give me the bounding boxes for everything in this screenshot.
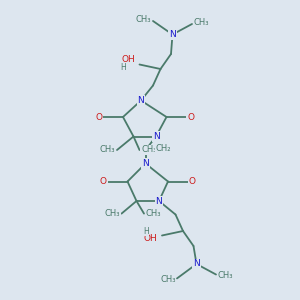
Text: H: H (143, 226, 148, 236)
Text: N: N (138, 96, 144, 105)
Text: N: N (142, 159, 149, 168)
Text: CH₃: CH₃ (146, 209, 161, 218)
Text: CH₃: CH₃ (218, 272, 233, 280)
Text: O: O (95, 112, 103, 122)
Text: N: N (156, 196, 162, 206)
Text: CH₂: CH₂ (156, 144, 172, 153)
Text: N: N (169, 30, 176, 39)
Text: O: O (188, 177, 196, 186)
Text: CH₃: CH₃ (141, 146, 157, 154)
Text: CH₃: CH₃ (136, 15, 152, 24)
Text: CH₃: CH₃ (194, 18, 209, 27)
Text: CH₃: CH₃ (100, 146, 116, 154)
Text: CH₃: CH₃ (104, 209, 120, 218)
Text: H: H (120, 63, 126, 72)
Text: O: O (100, 177, 107, 186)
Text: CH₃: CH₃ (160, 275, 176, 284)
Text: OH: OH (121, 56, 135, 64)
Text: N: N (153, 132, 159, 141)
Text: OH: OH (144, 234, 158, 243)
Text: O: O (187, 112, 194, 122)
Text: N: N (193, 260, 200, 268)
